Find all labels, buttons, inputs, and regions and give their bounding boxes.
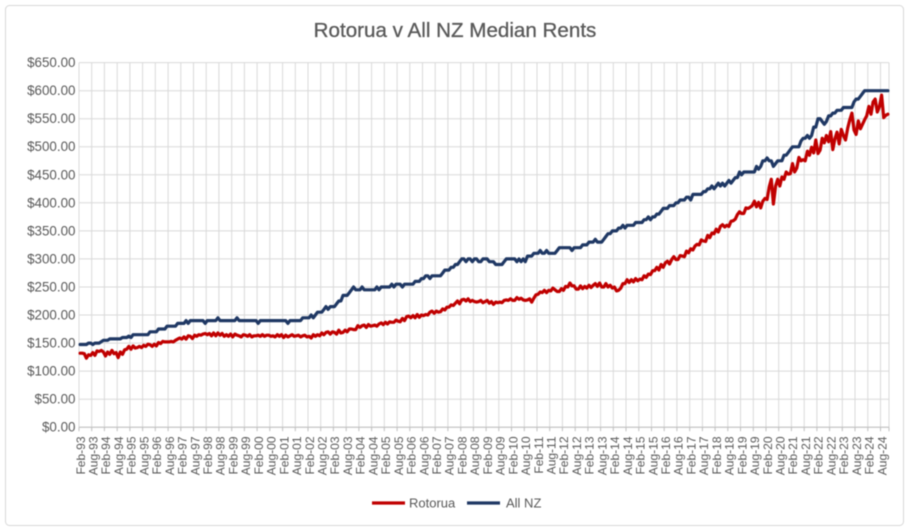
svg-text:Feb-14: Feb-14 <box>608 436 622 474</box>
svg-text:Aug-04: Aug-04 <box>366 436 380 475</box>
svg-text:$100.00: $100.00 <box>27 364 75 379</box>
svg-text:Feb-94: Feb-94 <box>99 436 113 474</box>
svg-text:$500.00: $500.00 <box>27 139 75 154</box>
svg-text:Feb-13: Feb-13 <box>583 436 597 474</box>
svg-text:Feb-10: Feb-10 <box>506 436 520 474</box>
svg-text:All NZ: All NZ <box>506 496 541 511</box>
svg-text:Aug-93: Aug-93 <box>87 436 101 475</box>
svg-text:Aug-18: Aug-18 <box>723 436 737 475</box>
svg-text:Aug-24: Aug-24 <box>875 436 889 475</box>
svg-text:$150.00: $150.00 <box>27 336 75 351</box>
svg-text:$250.00: $250.00 <box>27 280 75 295</box>
svg-text:Feb-22: Feb-22 <box>812 436 826 474</box>
svg-text:Aug-95: Aug-95 <box>137 436 151 475</box>
svg-text:Aug-21: Aug-21 <box>799 436 813 475</box>
svg-text:Feb-20: Feb-20 <box>761 436 775 474</box>
svg-text:Aug-03: Aug-03 <box>341 436 355 475</box>
svg-text:Feb-02: Feb-02 <box>303 436 317 474</box>
svg-text:Aug-09: Aug-09 <box>494 436 508 475</box>
svg-text:$0.00: $0.00 <box>42 420 76 435</box>
svg-text:Aug-12: Aug-12 <box>570 436 584 475</box>
svg-text:Aug-96: Aug-96 <box>163 436 177 475</box>
svg-text:Aug-16: Aug-16 <box>672 436 686 475</box>
svg-text:Aug-94: Aug-94 <box>112 436 126 475</box>
svg-text:Aug-17: Aug-17 <box>697 436 711 475</box>
svg-text:$400.00: $400.00 <box>27 195 75 210</box>
svg-text:Feb-15: Feb-15 <box>634 436 648 474</box>
svg-text:Aug-10: Aug-10 <box>519 436 533 475</box>
svg-text:Feb-23: Feb-23 <box>837 436 851 474</box>
svg-text:Aug-23: Aug-23 <box>850 436 864 475</box>
svg-text:Aug-19: Aug-19 <box>748 436 762 475</box>
svg-text:Feb-01: Feb-01 <box>277 436 291 474</box>
svg-text:Aug-05: Aug-05 <box>392 436 406 475</box>
svg-text:Feb-17: Feb-17 <box>685 436 699 474</box>
svg-text:Feb-24: Feb-24 <box>863 436 877 474</box>
svg-text:Aug-98: Aug-98 <box>214 436 228 475</box>
svg-text:Aug-07: Aug-07 <box>443 436 457 475</box>
svg-text:$600.00: $600.00 <box>27 83 75 98</box>
svg-text:Rotorua v All NZ Median Rents: Rotorua v All NZ Median Rents <box>314 19 597 42</box>
svg-text:Feb-95: Feb-95 <box>125 436 139 474</box>
svg-text:Feb-06: Feb-06 <box>405 436 419 474</box>
svg-text:Aug-97: Aug-97 <box>188 436 202 475</box>
svg-text:Feb-98: Feb-98 <box>201 436 215 474</box>
svg-text:Feb-05: Feb-05 <box>379 436 393 474</box>
svg-text:Feb-12: Feb-12 <box>557 436 571 474</box>
svg-text:Rotorua: Rotorua <box>409 496 456 511</box>
svg-text:Feb-19: Feb-19 <box>735 436 749 474</box>
svg-text:$350.00: $350.00 <box>27 223 75 238</box>
svg-text:Feb-93: Feb-93 <box>74 436 88 474</box>
svg-text:Feb-04: Feb-04 <box>354 436 368 474</box>
svg-text:Feb-96: Feb-96 <box>150 436 164 474</box>
svg-text:Aug-20: Aug-20 <box>774 436 788 475</box>
svg-text:Aug-01: Aug-01 <box>290 436 304 475</box>
svg-text:Feb-18: Feb-18 <box>710 436 724 474</box>
svg-text:Aug-22: Aug-22 <box>824 436 838 475</box>
svg-text:Feb-03: Feb-03 <box>328 436 342 474</box>
svg-text:$450.00: $450.00 <box>27 167 75 182</box>
svg-text:Feb-11: Feb-11 <box>532 436 546 473</box>
svg-text:Feb-09: Feb-09 <box>481 436 495 474</box>
svg-text:Feb-07: Feb-07 <box>430 436 444 474</box>
svg-text:Feb-97: Feb-97 <box>176 436 190 474</box>
svg-text:Feb-00: Feb-00 <box>252 436 266 474</box>
svg-text:Aug-15: Aug-15 <box>646 436 660 475</box>
svg-text:Aug-00: Aug-00 <box>265 436 279 475</box>
svg-text:Feb-21: Feb-21 <box>786 436 800 474</box>
svg-text:Feb-16: Feb-16 <box>659 436 673 474</box>
svg-text:Aug-14: Aug-14 <box>621 436 635 475</box>
svg-text:Feb-99: Feb-99 <box>227 436 241 474</box>
svg-text:Aug-06: Aug-06 <box>417 436 431 475</box>
svg-text:$300.00: $300.00 <box>27 251 75 266</box>
svg-text:Aug-13: Aug-13 <box>595 436 609 475</box>
svg-text:$200.00: $200.00 <box>27 308 75 323</box>
svg-text:$50.00: $50.00 <box>35 392 76 407</box>
svg-text:Aug-11: Aug-11 <box>545 436 559 474</box>
svg-text:Aug-02: Aug-02 <box>316 436 330 475</box>
svg-text:$550.00: $550.00 <box>27 111 75 126</box>
svg-text:Feb-08: Feb-08 <box>456 436 470 474</box>
svg-text:Aug-08: Aug-08 <box>468 436 482 475</box>
svg-text:$650.00: $650.00 <box>27 55 75 70</box>
svg-text:Aug-99: Aug-99 <box>239 436 253 475</box>
